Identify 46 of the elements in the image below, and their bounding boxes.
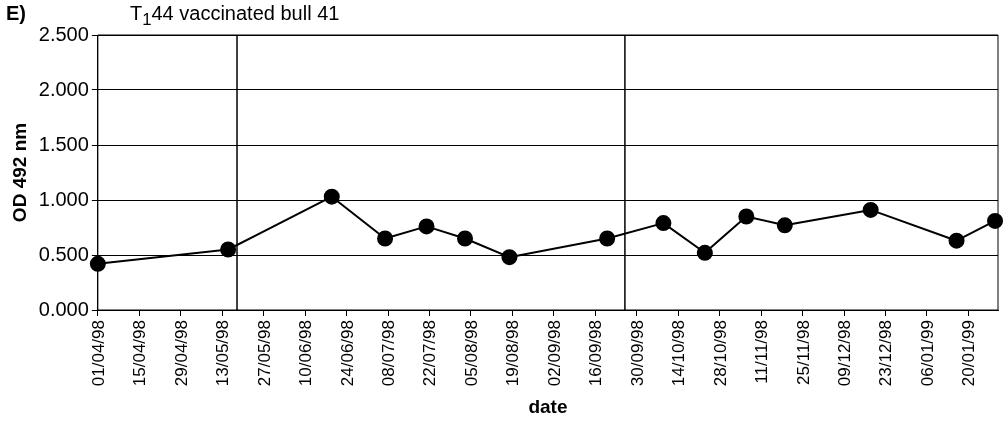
point xyxy=(323,188,340,205)
point xyxy=(862,201,879,218)
x-tick-label: 05/08/98 xyxy=(461,320,481,387)
x-tick-label: 16/09/98 xyxy=(586,320,606,387)
x-tick-label: 11/11/98 xyxy=(752,320,772,384)
point xyxy=(377,230,394,247)
point xyxy=(655,215,672,232)
text: E) xyxy=(6,2,26,25)
x-tick-label: 08/07/98 xyxy=(379,320,399,387)
x-tick-label: 01/04/98 xyxy=(88,320,108,387)
point xyxy=(418,218,435,235)
y-tick-label: 2.000 xyxy=(38,77,89,100)
x-tick-label: 15/04/98 xyxy=(130,320,150,387)
y-tick-label: 1.000 xyxy=(38,187,89,210)
x-tick-label: 10/06/98 xyxy=(296,320,316,387)
x-tick-label: 14/10/98 xyxy=(669,320,689,387)
x-tick-label: 24/06/98 xyxy=(337,320,357,387)
y-tick-label: 0.000 xyxy=(38,297,89,320)
point xyxy=(738,208,755,225)
x-axis-title: date xyxy=(528,395,568,417)
x-tick-label: 23/12/98 xyxy=(876,320,896,387)
y-tick-label: 2.500 xyxy=(38,22,89,45)
point xyxy=(457,230,474,247)
point xyxy=(220,241,237,258)
point xyxy=(501,249,518,266)
point xyxy=(696,244,713,261)
x-tick-label: 28/10/98 xyxy=(710,320,730,387)
point xyxy=(776,217,793,234)
x-tick-label: 29/04/98 xyxy=(171,320,191,387)
x-tick-label: 09/12/98 xyxy=(835,320,855,387)
x-tick-label: 19/08/98 xyxy=(503,320,523,387)
x-tick-label: 22/07/98 xyxy=(420,320,440,387)
y-tick-label: 1.500 xyxy=(38,132,89,155)
x-tick-label: 25/11/98 xyxy=(793,320,813,385)
y-tick-label: 0.500 xyxy=(38,242,89,265)
x-tick-label: 06/01/99 xyxy=(917,320,937,387)
x-tick-label: 02/09/98 xyxy=(544,320,564,387)
y-axis-title: OD 492 nm xyxy=(8,122,30,223)
x-tick-label: 13/05/98 xyxy=(213,320,233,387)
x-tick-label: 27/05/98 xyxy=(254,320,274,387)
x-tick-label: 20/01/99 xyxy=(959,320,979,387)
x-tick-label: 30/09/98 xyxy=(627,320,647,387)
chart-title: T$_{1}$44 vaccinated bull 41 xyxy=(130,2,340,30)
point xyxy=(89,255,106,272)
point xyxy=(948,232,965,249)
point xyxy=(599,230,616,247)
